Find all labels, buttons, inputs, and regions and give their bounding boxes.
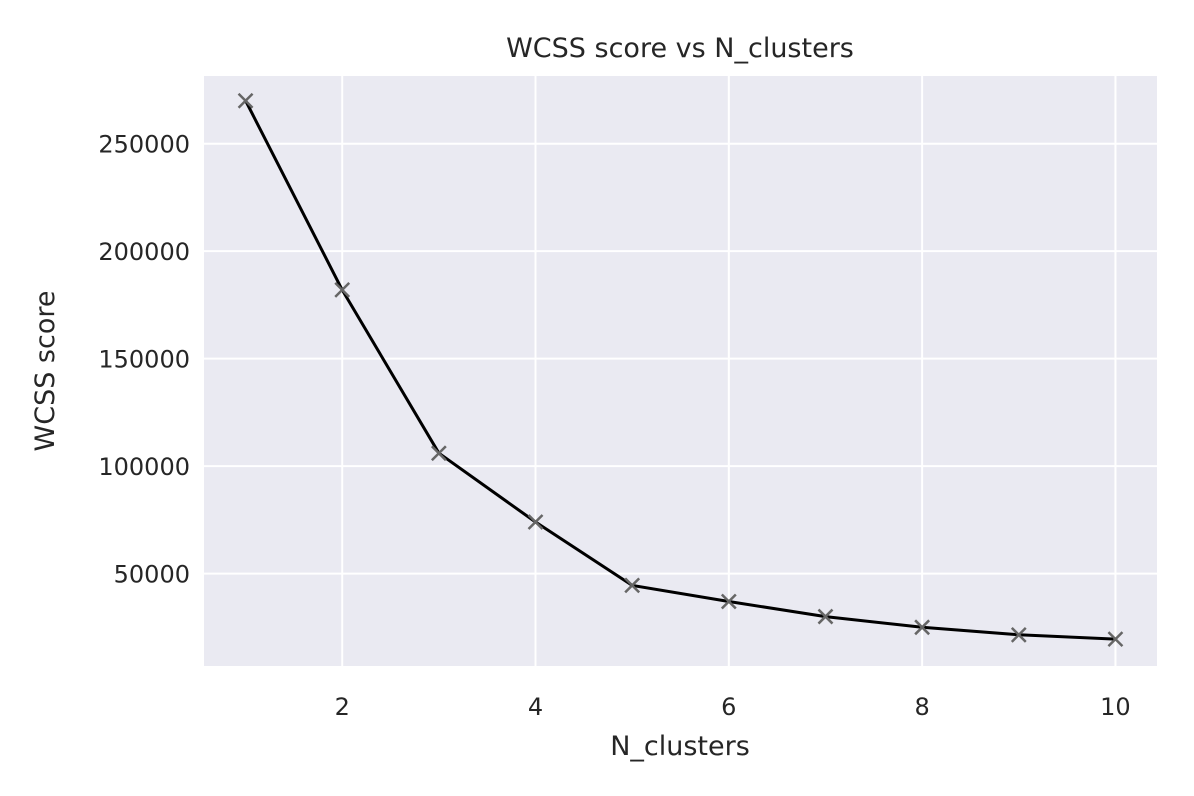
chart-title: WCSS score vs N_clusters [506,33,854,64]
data-point-marker [720,593,737,610]
data-point-marker [817,608,834,625]
x-tick-label: 2 [335,693,350,721]
y-tick-label: 150000 [98,346,190,374]
x-tick-label: 6 [721,693,736,721]
series-line [244,100,1116,641]
y-tick-label: 200000 [98,238,190,266]
data-point-marker [237,92,254,109]
y-tick-label: 100000 [98,453,190,481]
data-point-marker [624,577,641,594]
y-tick-label: 250000 [98,131,190,159]
data-point-marker [914,619,931,636]
x-tick-label: 10 [1100,693,1131,721]
data-point-marker [527,514,544,530]
plot-area [204,76,1157,666]
y-axis-label: WCSS score [30,291,61,452]
data-point-marker [334,281,351,298]
series [237,92,1124,648]
x-tick-label: 8 [914,693,929,721]
x-tick-label: 4 [528,693,543,721]
ticks: 2 4 6 8 10 50000 100000 150000 200000 250000 [98,131,1130,721]
x-axis-label: N_clusters [610,731,750,762]
data-point-marker [1107,631,1124,648]
data-point-marker [430,445,447,462]
grid [204,76,1157,666]
y-tick-label: 50000 [114,561,190,589]
data-point-marker [1010,626,1027,643]
